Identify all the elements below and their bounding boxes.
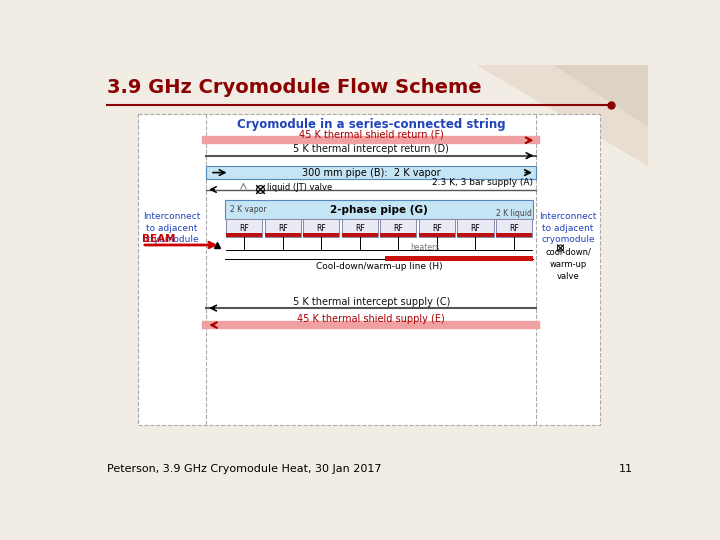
Text: RF: RF xyxy=(316,224,326,233)
Text: 2 K liquid: 2 K liquid xyxy=(496,209,532,218)
Text: 5 K thermal intercept supply (C): 5 K thermal intercept supply (C) xyxy=(292,297,450,307)
Bar xyxy=(380,233,416,237)
Bar xyxy=(226,219,262,237)
Bar xyxy=(303,219,339,237)
Text: Interconnect
to adjacent
cryomodule: Interconnect to adjacent cryomodule xyxy=(539,212,597,244)
Text: Cool-down/warm-up line (H): Cool-down/warm-up line (H) xyxy=(316,262,442,271)
Text: 45 K thermal shield supply (E): 45 K thermal shield supply (E) xyxy=(297,314,445,324)
Bar xyxy=(419,219,455,237)
Bar xyxy=(206,166,536,179)
Text: 45 K thermal shield return (F): 45 K thermal shield return (F) xyxy=(299,129,444,139)
Text: RF: RF xyxy=(355,224,364,233)
Text: 300 mm pipe (B):  2 K vapor: 300 mm pipe (B): 2 K vapor xyxy=(302,167,441,178)
Text: Interconnect
to adjacent
cryomodule: Interconnect to adjacent cryomodule xyxy=(143,212,201,244)
Text: heaters: heaters xyxy=(410,243,440,252)
Bar xyxy=(419,233,455,237)
Bar xyxy=(457,219,494,237)
Text: RF: RF xyxy=(509,224,519,233)
Text: 2.3 K, 3 bar supply (A): 2.3 K, 3 bar supply (A) xyxy=(432,178,534,187)
Bar xyxy=(264,219,301,237)
Bar xyxy=(225,200,534,219)
Text: 2-phase pipe (G): 2-phase pipe (G) xyxy=(330,205,428,214)
Bar xyxy=(303,233,339,237)
Text: RF: RF xyxy=(393,224,403,233)
Text: 5 K thermal intercept return (D): 5 K thermal intercept return (D) xyxy=(293,145,449,154)
Bar xyxy=(457,233,494,237)
Polygon shape xyxy=(477,65,648,165)
Text: liquid (JT) valve: liquid (JT) valve xyxy=(266,184,332,192)
Text: Peterson, 3.9 GHz Cryomodule Heat, 30 Jan 2017: Peterson, 3.9 GHz Cryomodule Heat, 30 Ja… xyxy=(107,464,382,474)
Bar xyxy=(496,233,532,237)
Bar xyxy=(385,256,534,261)
Text: RF: RF xyxy=(432,224,442,233)
Bar xyxy=(380,219,416,237)
Text: Cryomodule in a series-connected string: Cryomodule in a series-connected string xyxy=(237,118,505,131)
Text: 3.9 GHz Cryomodule Flow Scheme: 3.9 GHz Cryomodule Flow Scheme xyxy=(107,78,482,97)
Bar xyxy=(138,114,600,425)
Bar xyxy=(342,219,378,237)
Text: RF: RF xyxy=(278,224,287,233)
Text: cool-down/
warm-up
valve: cool-down/ warm-up valve xyxy=(545,248,591,281)
Text: 2 K vapor: 2 K vapor xyxy=(230,205,266,214)
Polygon shape xyxy=(555,65,648,126)
Text: RF: RF xyxy=(239,224,249,233)
Text: RF: RF xyxy=(471,224,480,233)
Bar xyxy=(264,233,301,237)
Bar xyxy=(342,233,378,237)
Bar xyxy=(226,233,262,237)
Text: BEAM: BEAM xyxy=(142,234,176,244)
Text: 11: 11 xyxy=(618,464,632,474)
Bar xyxy=(496,219,532,237)
